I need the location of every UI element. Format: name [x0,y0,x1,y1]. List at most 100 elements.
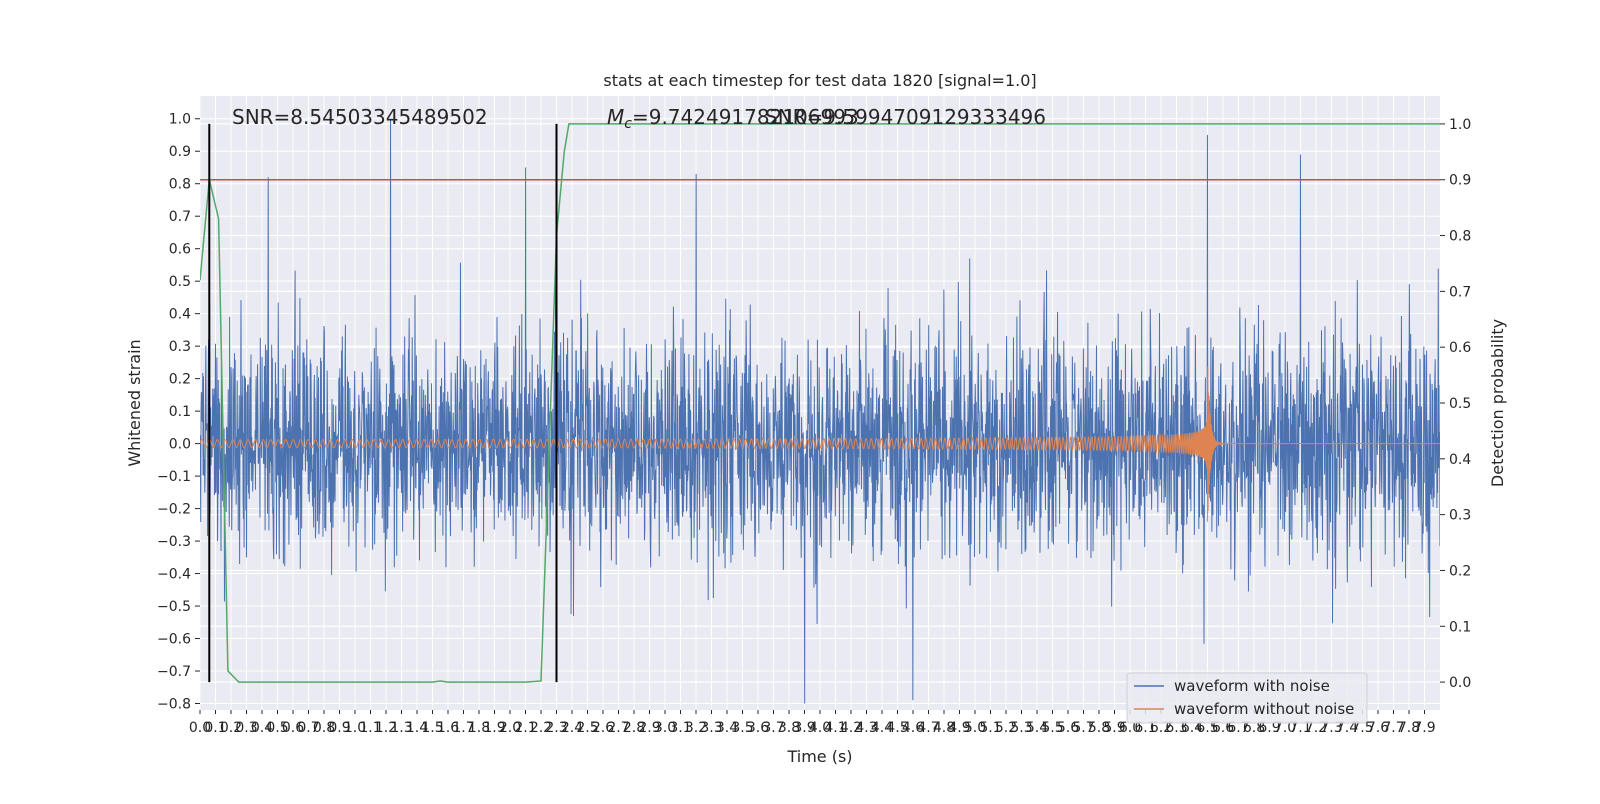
x-tick-label: 5.0 [964,720,986,736]
x-tick-label: 2.9 [638,720,660,736]
x-tick-label: 1.2 [375,720,397,736]
legend-entry-waveform-without-noise: waveform without noise [1174,700,1354,718]
x-tick-label: 1.1 [359,720,381,736]
x-tick-label: 0.9 [328,720,350,736]
x-tick-label: 6.4 [1181,720,1203,736]
x-tick-label: 7.4 [1336,720,1358,736]
x-tick-label: 1.0 [344,720,366,736]
left-tick-label: −0.5 [157,599,191,615]
x-tick-label: 0.8 [313,720,335,736]
x-tick-label: 3.8 [778,720,800,736]
x-tick-label: 7.1 [1289,720,1311,736]
right-tick-label: 0.2 [1449,563,1471,579]
x-tick-label: 1.7 [452,720,474,736]
x-tick-label: 7.2 [1305,720,1327,736]
x-tick-label: 5.9 [1103,720,1125,736]
right-tick-label: 0.8 [1449,229,1471,245]
left-tick-label: 0.4 [169,307,191,323]
x-tick-label: 7.9 [1413,720,1435,736]
x-tick-label: 0.2 [220,720,242,736]
x-tick-label: 6.1 [1134,720,1156,736]
x-tick-label: 1.3 [390,720,412,736]
x-tick-label: 0.4 [251,720,273,736]
x-tick-label: 5.1 [979,720,1001,736]
x-tick-label: 5.3 [1010,720,1032,736]
x-tick-label: 2.7 [607,720,629,736]
right-tick-label: 0.1 [1449,619,1471,635]
right-axis-ticks: 1.0 0.9 0.8 0.7 0.6 0.5 0.4 0.3 0.2 0.1 0.0 [1440,117,1471,691]
series-line-waveform-without-noise [200,366,1440,522]
x-axis-label: Time (s) [786,747,852,766]
y-axis-label: Whitened strain [125,339,144,466]
x-tick-label: 4.5 [886,720,908,736]
x-tick-label: 4.6 [902,720,924,736]
left-tick-label: 0.1 [169,404,191,420]
left-tick-label: −0.1 [157,469,191,485]
x-axis-ticks: 0.00.10.20.30.40.50.60.70.80.91.01.11.21… [189,710,1436,736]
chirp-mass-symbol: M [607,105,624,129]
x-tick-label: 6.3 [1165,720,1187,736]
x-tick-label: 4.0 [809,720,831,736]
x-tick-label: 4.9 [948,720,970,736]
x-tick-label: 5.5 [1041,720,1063,736]
x-tick-label: 2.8 [623,720,645,736]
x-tick-label: 4.7 [917,720,939,736]
x-tick-label: 1.6 [437,720,459,736]
left-tick-label: 0.0 [169,437,191,453]
left-tick-label: 0.9 [169,144,191,160]
left-tick-label: 1.0 [169,112,191,128]
x-tick-label: 1.8 [468,720,490,736]
x-tick-label: 0.6 [282,720,304,736]
x-tick-label: 6.5 [1196,720,1218,736]
x-tick-label: 7.8 [1398,720,1420,736]
x-tick-label: 4.1 [824,720,846,736]
right-tick-label: 0.6 [1449,340,1471,356]
chirp-mass-value: =9.742491782106993 [632,105,859,129]
x-tick-label: 3.7 [762,720,784,736]
x-tick-label: 5.2 [995,720,1017,736]
right-tick-label: 0.9 [1449,173,1471,189]
x-tick-label: 6.2 [1150,720,1172,736]
right-tick-label: 0.0 [1449,675,1471,691]
left-tick-label: 0.2 [169,372,191,388]
snr-annotation: SNR=8.54503345489502 [232,105,488,129]
x-tick-label: 3.4 [716,720,738,736]
x-tick-label: 5.7 [1072,720,1094,736]
x-tick-label: 1.4 [406,720,428,736]
chirp-mass-annotation: Mc=9.742491782106993 [607,105,859,132]
x-tick-label: 3.3 [700,720,722,736]
right-tick-label: 0.5 [1449,396,1471,412]
chirp-mass-subscript: c [624,116,632,132]
x-tick-label: 4.8 [933,720,955,736]
x-tick-label: 0.3 [235,720,257,736]
x-tick-label: 7.7 [1382,720,1404,736]
x-tick-label: 2.0 [499,720,521,736]
left-tick-label: −0.8 [157,697,191,713]
left-tick-label: 0.7 [169,209,191,225]
x-tick-label: 5.4 [1026,720,1048,736]
x-tick-label: 3.2 [685,720,707,736]
x-tick-label: 7.3 [1320,720,1342,736]
overlapping-annotation: SNR=9.5994709129333496 [765,105,1046,129]
left-tick-label: 0.8 [169,177,191,193]
x-tick-label: 0.1 [204,720,226,736]
x-tick-label: 3.1 [669,720,691,736]
x-tick-label: 2.2 [530,720,552,736]
y-axis-label-right: Detection probability [1488,319,1507,487]
series-line-waveform-with-noise [200,118,1440,704]
x-tick-label: 3.9 [793,720,815,736]
x-tick-label: 7.5 [1351,720,1373,736]
left-tick-label: −0.7 [157,664,191,680]
left-tick-label: −0.6 [157,632,191,648]
x-tick-label: 5.8 [1088,720,1110,736]
series-line-detection-probability [200,123,1440,683]
left-tick-label: 0.5 [169,274,191,290]
left-tick-label: −0.4 [157,567,191,583]
x-tick-label: 6.7 [1227,720,1249,736]
x-tick-label: 1.5 [421,720,443,736]
x-tick-label: 0.0 [189,720,211,736]
x-tick-label: 2.5 [576,720,598,736]
series-layer [200,118,1440,704]
